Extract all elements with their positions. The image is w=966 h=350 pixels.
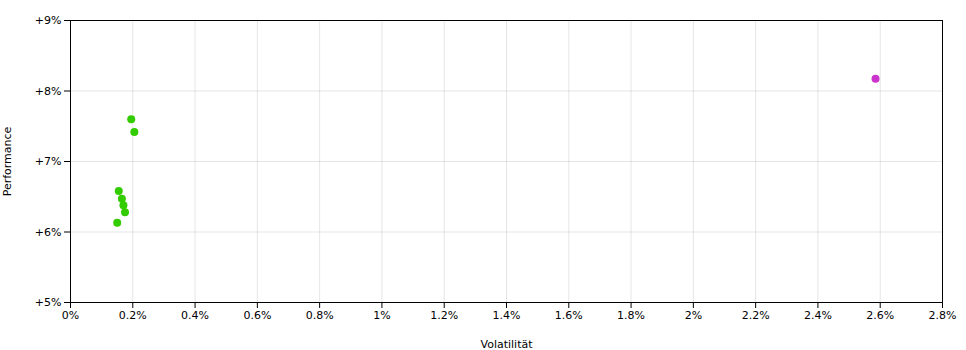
svg-text:2.6%: 2.6%	[866, 309, 894, 322]
svg-text:0.2%: 0.2%	[119, 309, 147, 322]
svg-text:1.8%: 1.8%	[617, 309, 645, 322]
svg-text:1.2%: 1.2%	[430, 309, 458, 322]
svg-text:0%: 0%	[62, 309, 79, 322]
svg-text:1.4%: 1.4%	[493, 309, 521, 322]
svg-text:0.6%: 0.6%	[243, 309, 271, 322]
svg-text:+5%: +5%	[35, 296, 62, 309]
svg-text:2%: 2%	[685, 309, 702, 322]
svg-text:1.6%: 1.6%	[555, 309, 583, 322]
svg-text:0.8%: 0.8%	[306, 309, 334, 322]
svg-text:1%: 1%	[373, 309, 390, 322]
svg-text:+9%: +9%	[35, 14, 62, 27]
svg-text:+6%: +6%	[35, 226, 62, 239]
svg-text:2.8%: 2.8%	[929, 309, 957, 322]
svg-text:Volatilität: Volatilität	[480, 338, 533, 350]
svg-text:2.2%: 2.2%	[742, 309, 770, 322]
svg-text:Performance: Performance	[1, 126, 14, 196]
svg-text:+7%: +7%	[35, 155, 62, 168]
svg-text:2.4%: 2.4%	[804, 309, 832, 322]
svg-text:+8%: +8%	[35, 85, 62, 98]
svg-text:0.4%: 0.4%	[181, 309, 209, 322]
